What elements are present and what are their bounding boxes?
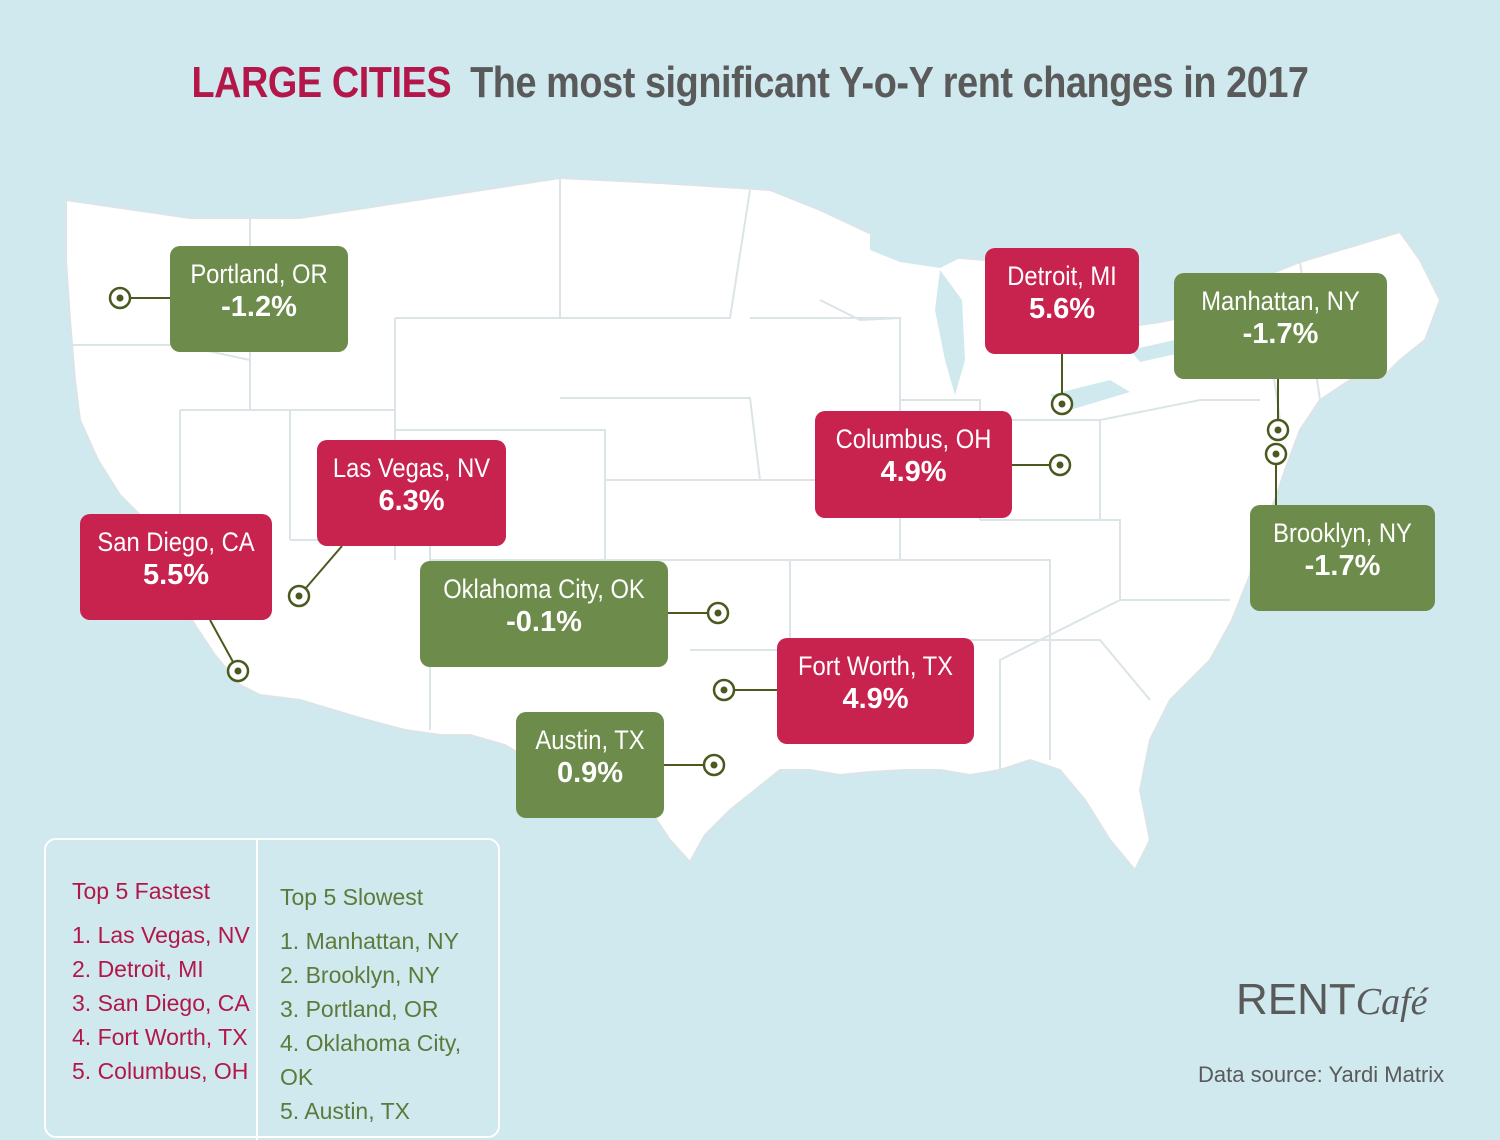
city-name: Austin, TX <box>535 725 645 755</box>
legend-fastest-heading: Top 5 Fastest <box>72 878 211 904</box>
city-label-brooklyn: Brooklyn, NY -1.7% <box>1250 505 1435 611</box>
city-label-manhattan: Manhattan, NY -1.7% <box>1174 273 1387 379</box>
city-label-fort-worth: Fort Worth, TX 4.9% <box>777 638 974 744</box>
legend-slowest-heading: Top 5 Slowest <box>280 884 424 910</box>
legend-item: 3. Portland, OR <box>280 996 439 1022</box>
city-label-portland: Portland, OR -1.2% <box>170 246 348 352</box>
city-name: Columbus, OH <box>835 424 992 454</box>
legend-divider <box>256 840 258 1140</box>
legend-item: 1. Las Vegas, NV <box>72 922 250 948</box>
city-marker-dots <box>116 294 1282 769</box>
data-source: Data source: Yardi Matrix <box>1198 1062 1445 1087</box>
legend-item: 3. San Diego, CA <box>72 990 250 1016</box>
city-name: Brooklyn, NY <box>1273 518 1412 548</box>
legend-slowest: Top 5 Slowest 1. Manhattan, NY 2. Brookl… <box>280 880 498 1128</box>
city-label-columbus: Columbus, OH 4.9% <box>815 411 1012 518</box>
title-highlight: LARGE CITIES <box>191 58 452 107</box>
city-label-las-vegas: Las Vegas, NV 6.3% <box>317 440 506 546</box>
legend-item: 4. Fort Worth, TX <box>72 1024 248 1050</box>
city-name: San Diego, CA <box>97 527 255 557</box>
rent-change: 6.3% <box>378 485 445 517</box>
city-label-oklahoma-city: Oklahoma City, OK -0.1% <box>420 561 668 667</box>
city-name: Portland, OR <box>190 259 328 289</box>
rentcafe-logo: RENTCafé <box>1236 975 1428 1025</box>
rent-change: 4.9% <box>880 456 947 488</box>
legend-item: 4. Oklahoma City, OK <box>280 1030 462 1090</box>
rent-change: 5.5% <box>142 559 210 591</box>
logo-rent: RENT <box>1236 975 1356 1024</box>
rent-change: 4.9% <box>842 683 909 715</box>
legend-item: 2. Brooklyn, NY <box>280 962 440 988</box>
legend-item: 5. Columbus, OH <box>72 1058 249 1084</box>
city-label-san-diego: San Diego, CA 5.5% <box>80 514 272 620</box>
rent-change: -1.2% <box>221 291 297 323</box>
rent-change: -0.1% <box>506 606 582 638</box>
city-name: Manhattan, NY <box>1201 286 1360 316</box>
map-title: LARGE CITIES The most significant Y-o-Y r… <box>105 58 1395 108</box>
rent-change: 5.6% <box>1028 293 1096 325</box>
rent-change: 0.9% <box>556 757 624 789</box>
legend-box: Top 5 Fastest 1. Las Vegas, NV 2. Detroi… <box>44 838 500 1140</box>
title-main: The most significant Y-o-Y rent changes … <box>470 58 1309 107</box>
city-label-detroit: Detroit, MI 5.6% <box>985 248 1139 354</box>
city-name: Las Vegas, NV <box>332 453 491 483</box>
city-label-austin: Austin, TX 0.9% <box>516 712 664 818</box>
legend-item: 5. Austin, TX <box>280 1098 410 1124</box>
city-name: Fort Worth, TX <box>798 651 953 681</box>
rent-change: -1.7% <box>1304 550 1381 582</box>
legend-fastest: Top 5 Fastest 1. Las Vegas, NV 2. Detroi… <box>72 874 250 1088</box>
legend-item: 2. Detroit, MI <box>72 956 204 982</box>
city-name: Detroit, MI <box>1007 261 1117 291</box>
logo-cafe: Café <box>1355 981 1428 1023</box>
city-name: Oklahoma City, OK <box>443 574 645 604</box>
legend-item: 1. Manhattan, NY <box>280 928 459 954</box>
rent-change: -1.7% <box>1242 318 1319 350</box>
